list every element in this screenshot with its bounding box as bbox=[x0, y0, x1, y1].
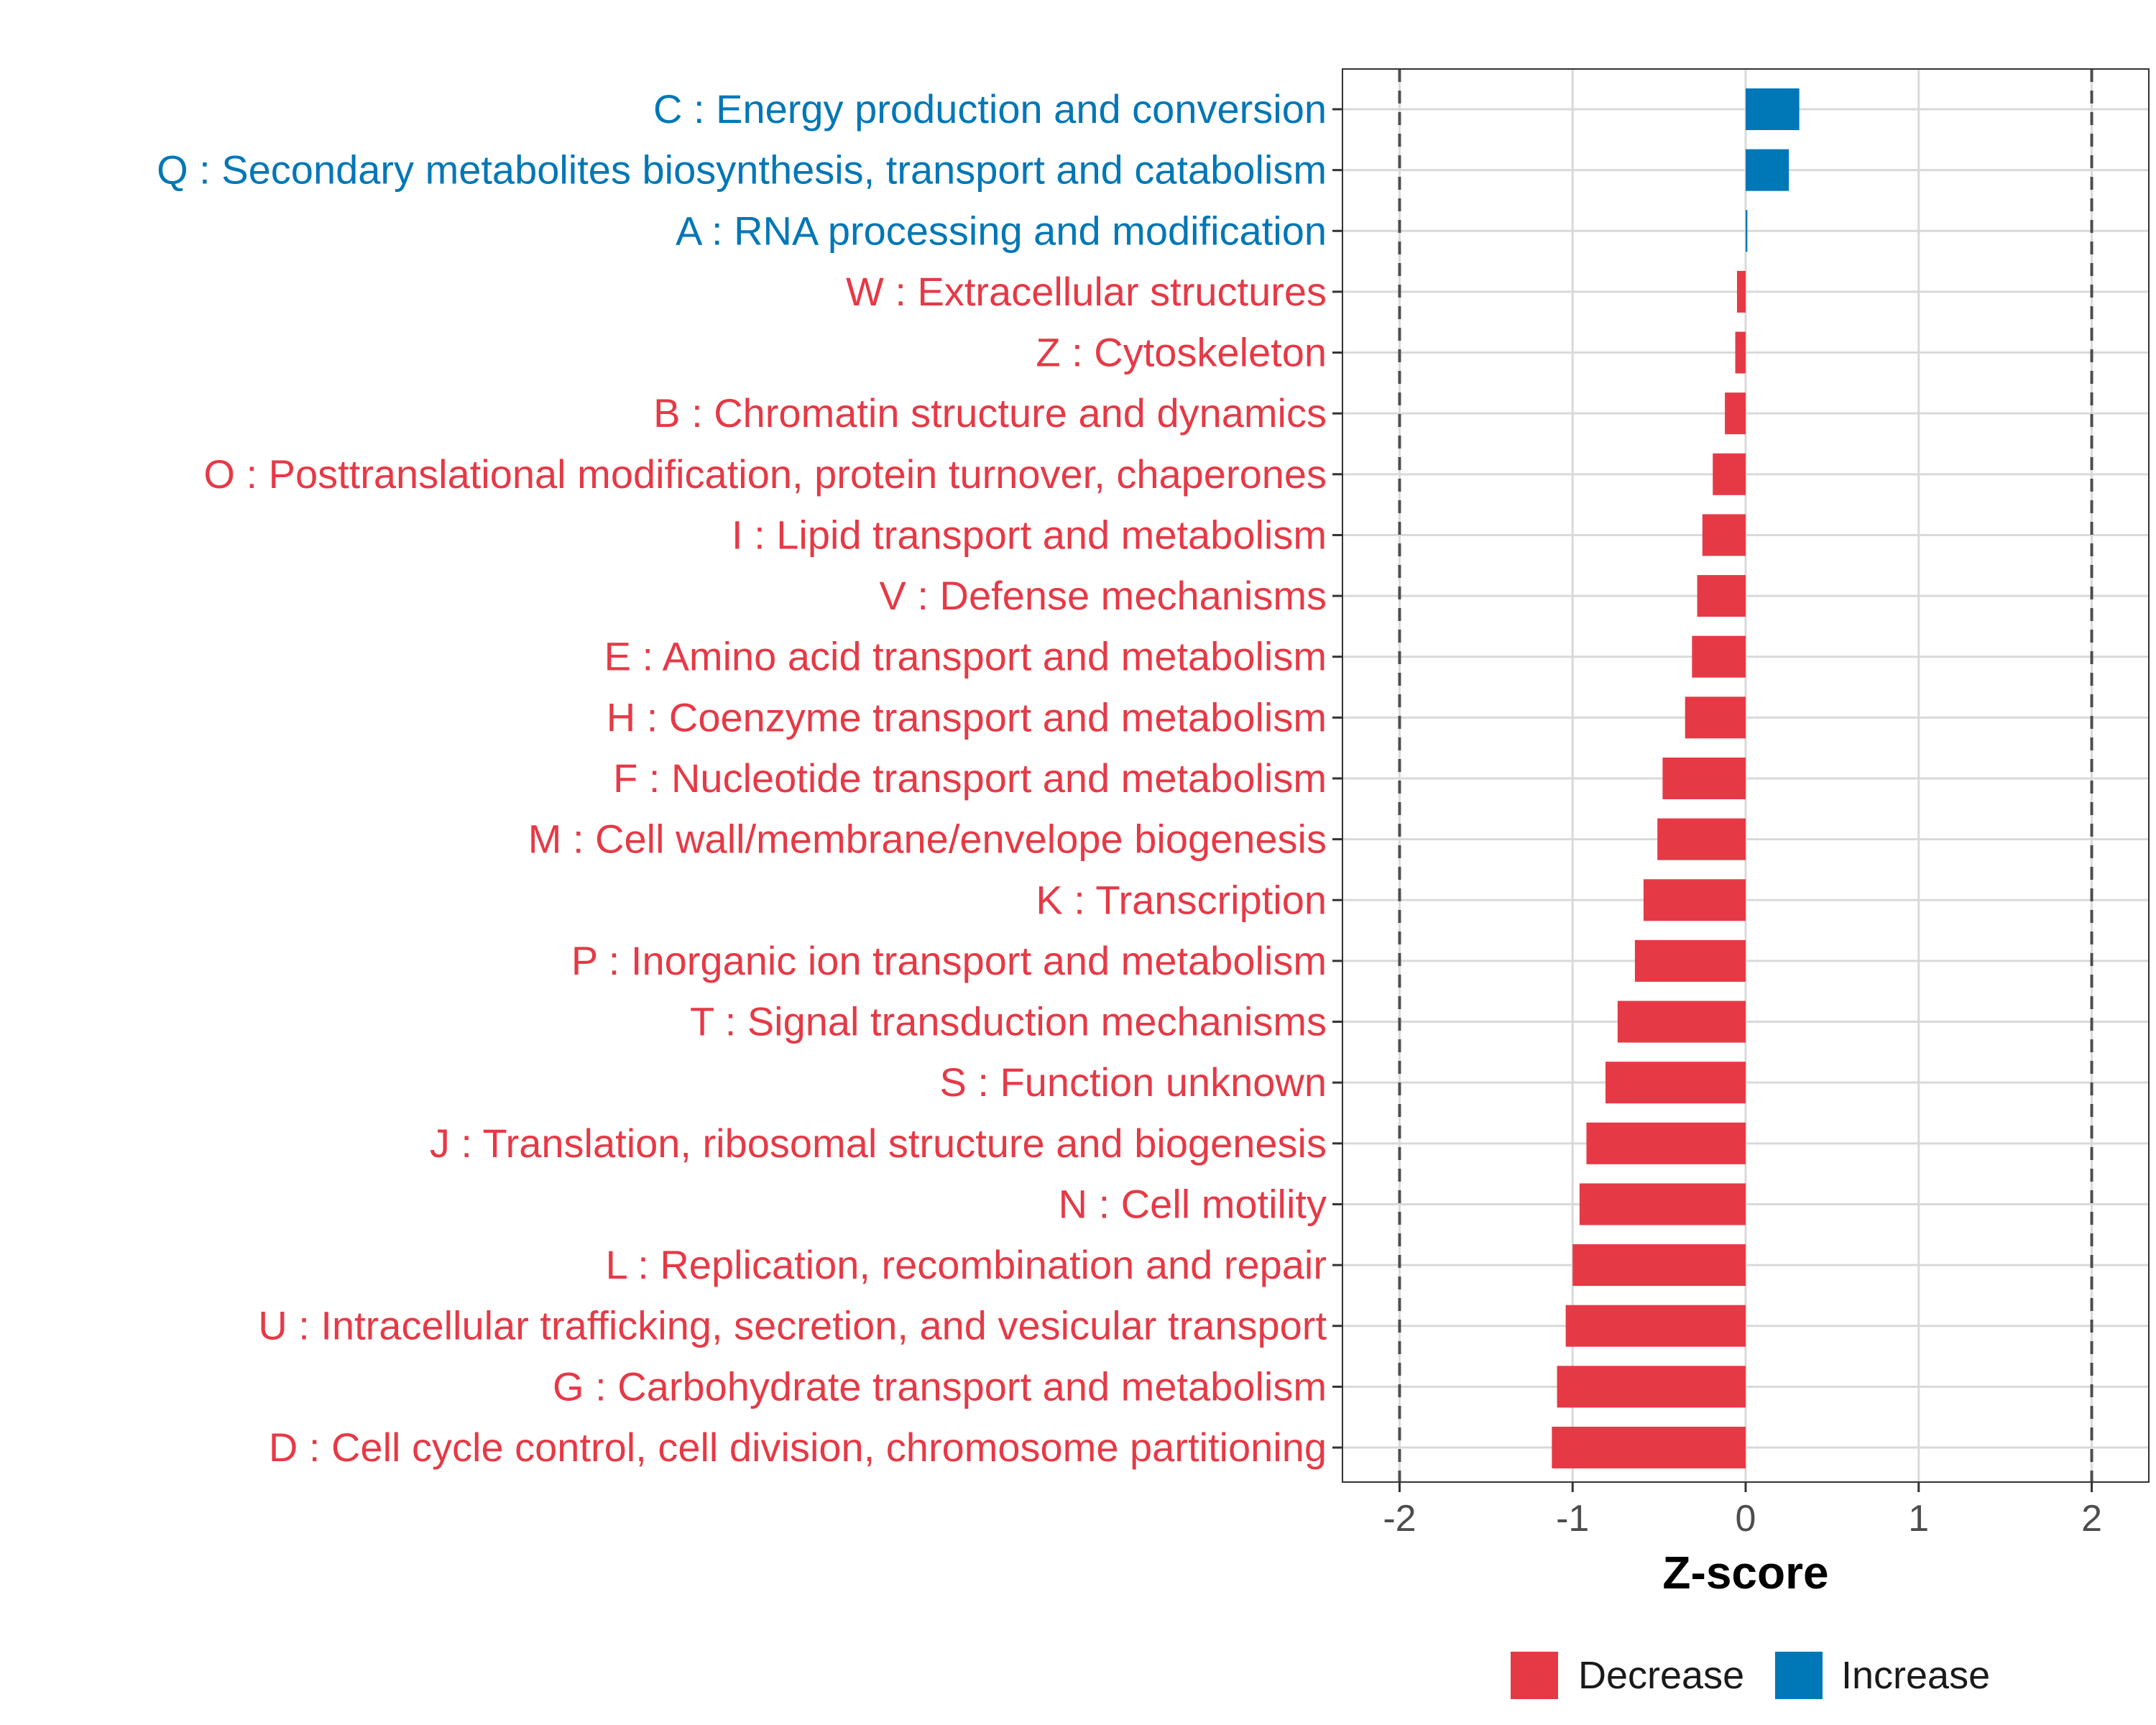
category-label: W : Extracellular structures bbox=[846, 269, 1327, 314]
bar bbox=[1617, 1000, 1746, 1043]
bar bbox=[1746, 88, 1800, 130]
x-tick-label: 0 bbox=[1736, 1498, 1756, 1540]
category-label: A : RNA processing and modification bbox=[676, 208, 1327, 253]
category-label: S : Function unknown bbox=[939, 1059, 1327, 1105]
bar bbox=[1736, 270, 1746, 313]
x-axis-ticks: -2 -1 0 1 2 bbox=[1332, 108, 2102, 1540]
category-label: V : Defense mechanisms bbox=[880, 573, 1327, 618]
x-tick-label: 1 bbox=[1908, 1498, 1929, 1540]
category-label: G : Carbohydrate transport and metabolis… bbox=[553, 1363, 1327, 1409]
bar bbox=[1657, 818, 1746, 860]
bar bbox=[1746, 210, 1748, 252]
category-label: D : Cell cycle control, cell division, c… bbox=[269, 1425, 1327, 1470]
category-label: H : Coenzyme transport and metabolism bbox=[607, 694, 1327, 740]
bar bbox=[1643, 879, 1746, 921]
legend-swatch-increase bbox=[1775, 1652, 1823, 1699]
bar bbox=[1634, 939, 1746, 982]
category-label: C : Energy production and conversion bbox=[653, 86, 1327, 132]
legend-swatch-decrease bbox=[1511, 1652, 1558, 1699]
category-label: K : Transcription bbox=[1036, 877, 1327, 922]
category-label: B : Chromatin structure and dynamics bbox=[653, 390, 1327, 436]
bar bbox=[1746, 149, 1789, 191]
legend: Decrease Increase bbox=[1511, 1652, 1990, 1699]
category-label: U : Intracellular trafficking, secretion… bbox=[258, 1303, 1327, 1348]
bar bbox=[1685, 696, 1746, 739]
bar bbox=[1713, 453, 1746, 495]
bar bbox=[1557, 1366, 1746, 1408]
category-label: T : Signal transduction mechanisms bbox=[690, 999, 1327, 1044]
x-tick-label: 2 bbox=[2081, 1498, 2102, 1540]
category-label: J : Translation, ribosomal structure and… bbox=[430, 1121, 1327, 1166]
bar bbox=[1586, 1122, 1746, 1164]
category-label: F : Nucleotide transport and metabolism bbox=[613, 755, 1327, 801]
bar bbox=[1572, 1244, 1746, 1287]
bar bbox=[1552, 1427, 1746, 1468]
x-tick-label: -1 bbox=[1556, 1498, 1589, 1540]
category-label: Q : Secondary metabolites biosynthesis, … bbox=[157, 147, 1327, 193]
legend-label-increase: Increase bbox=[1841, 1654, 1990, 1697]
x-tick-label: -2 bbox=[1383, 1498, 1416, 1540]
category-label: O : Posttranslational modification, prot… bbox=[203, 451, 1327, 497]
bar bbox=[1692, 635, 1746, 678]
bar bbox=[1735, 331, 1746, 374]
category-label: E : Amino acid transport and metabolism bbox=[604, 634, 1327, 679]
category-label: I : Lipid transport and metabolism bbox=[732, 512, 1327, 557]
bar bbox=[1662, 758, 1746, 799]
bar bbox=[1725, 392, 1746, 435]
bar bbox=[1605, 1062, 1746, 1104]
bars bbox=[1552, 88, 1800, 1468]
category-label: M : Cell wall/membrane/envelope biogenes… bbox=[528, 816, 1327, 862]
bar bbox=[1565, 1305, 1746, 1347]
bar bbox=[1697, 575, 1746, 617]
bar bbox=[1579, 1183, 1746, 1225]
category-label: Z : Cytoskeleton bbox=[1036, 330, 1327, 375]
bar bbox=[1702, 514, 1746, 556]
category-label: N : Cell motility bbox=[1059, 1181, 1327, 1226]
x-axis-title: Z-score bbox=[1662, 1547, 1828, 1598]
category-labels: C : Energy production and conversion Q : … bbox=[157, 86, 1327, 1470]
legend-label-decrease: Decrease bbox=[1578, 1654, 1744, 1697]
category-label: L : Replication, recombination and repai… bbox=[606, 1242, 1327, 1287]
category-label: P : Inorganic ion transport and metaboli… bbox=[571, 938, 1327, 983]
